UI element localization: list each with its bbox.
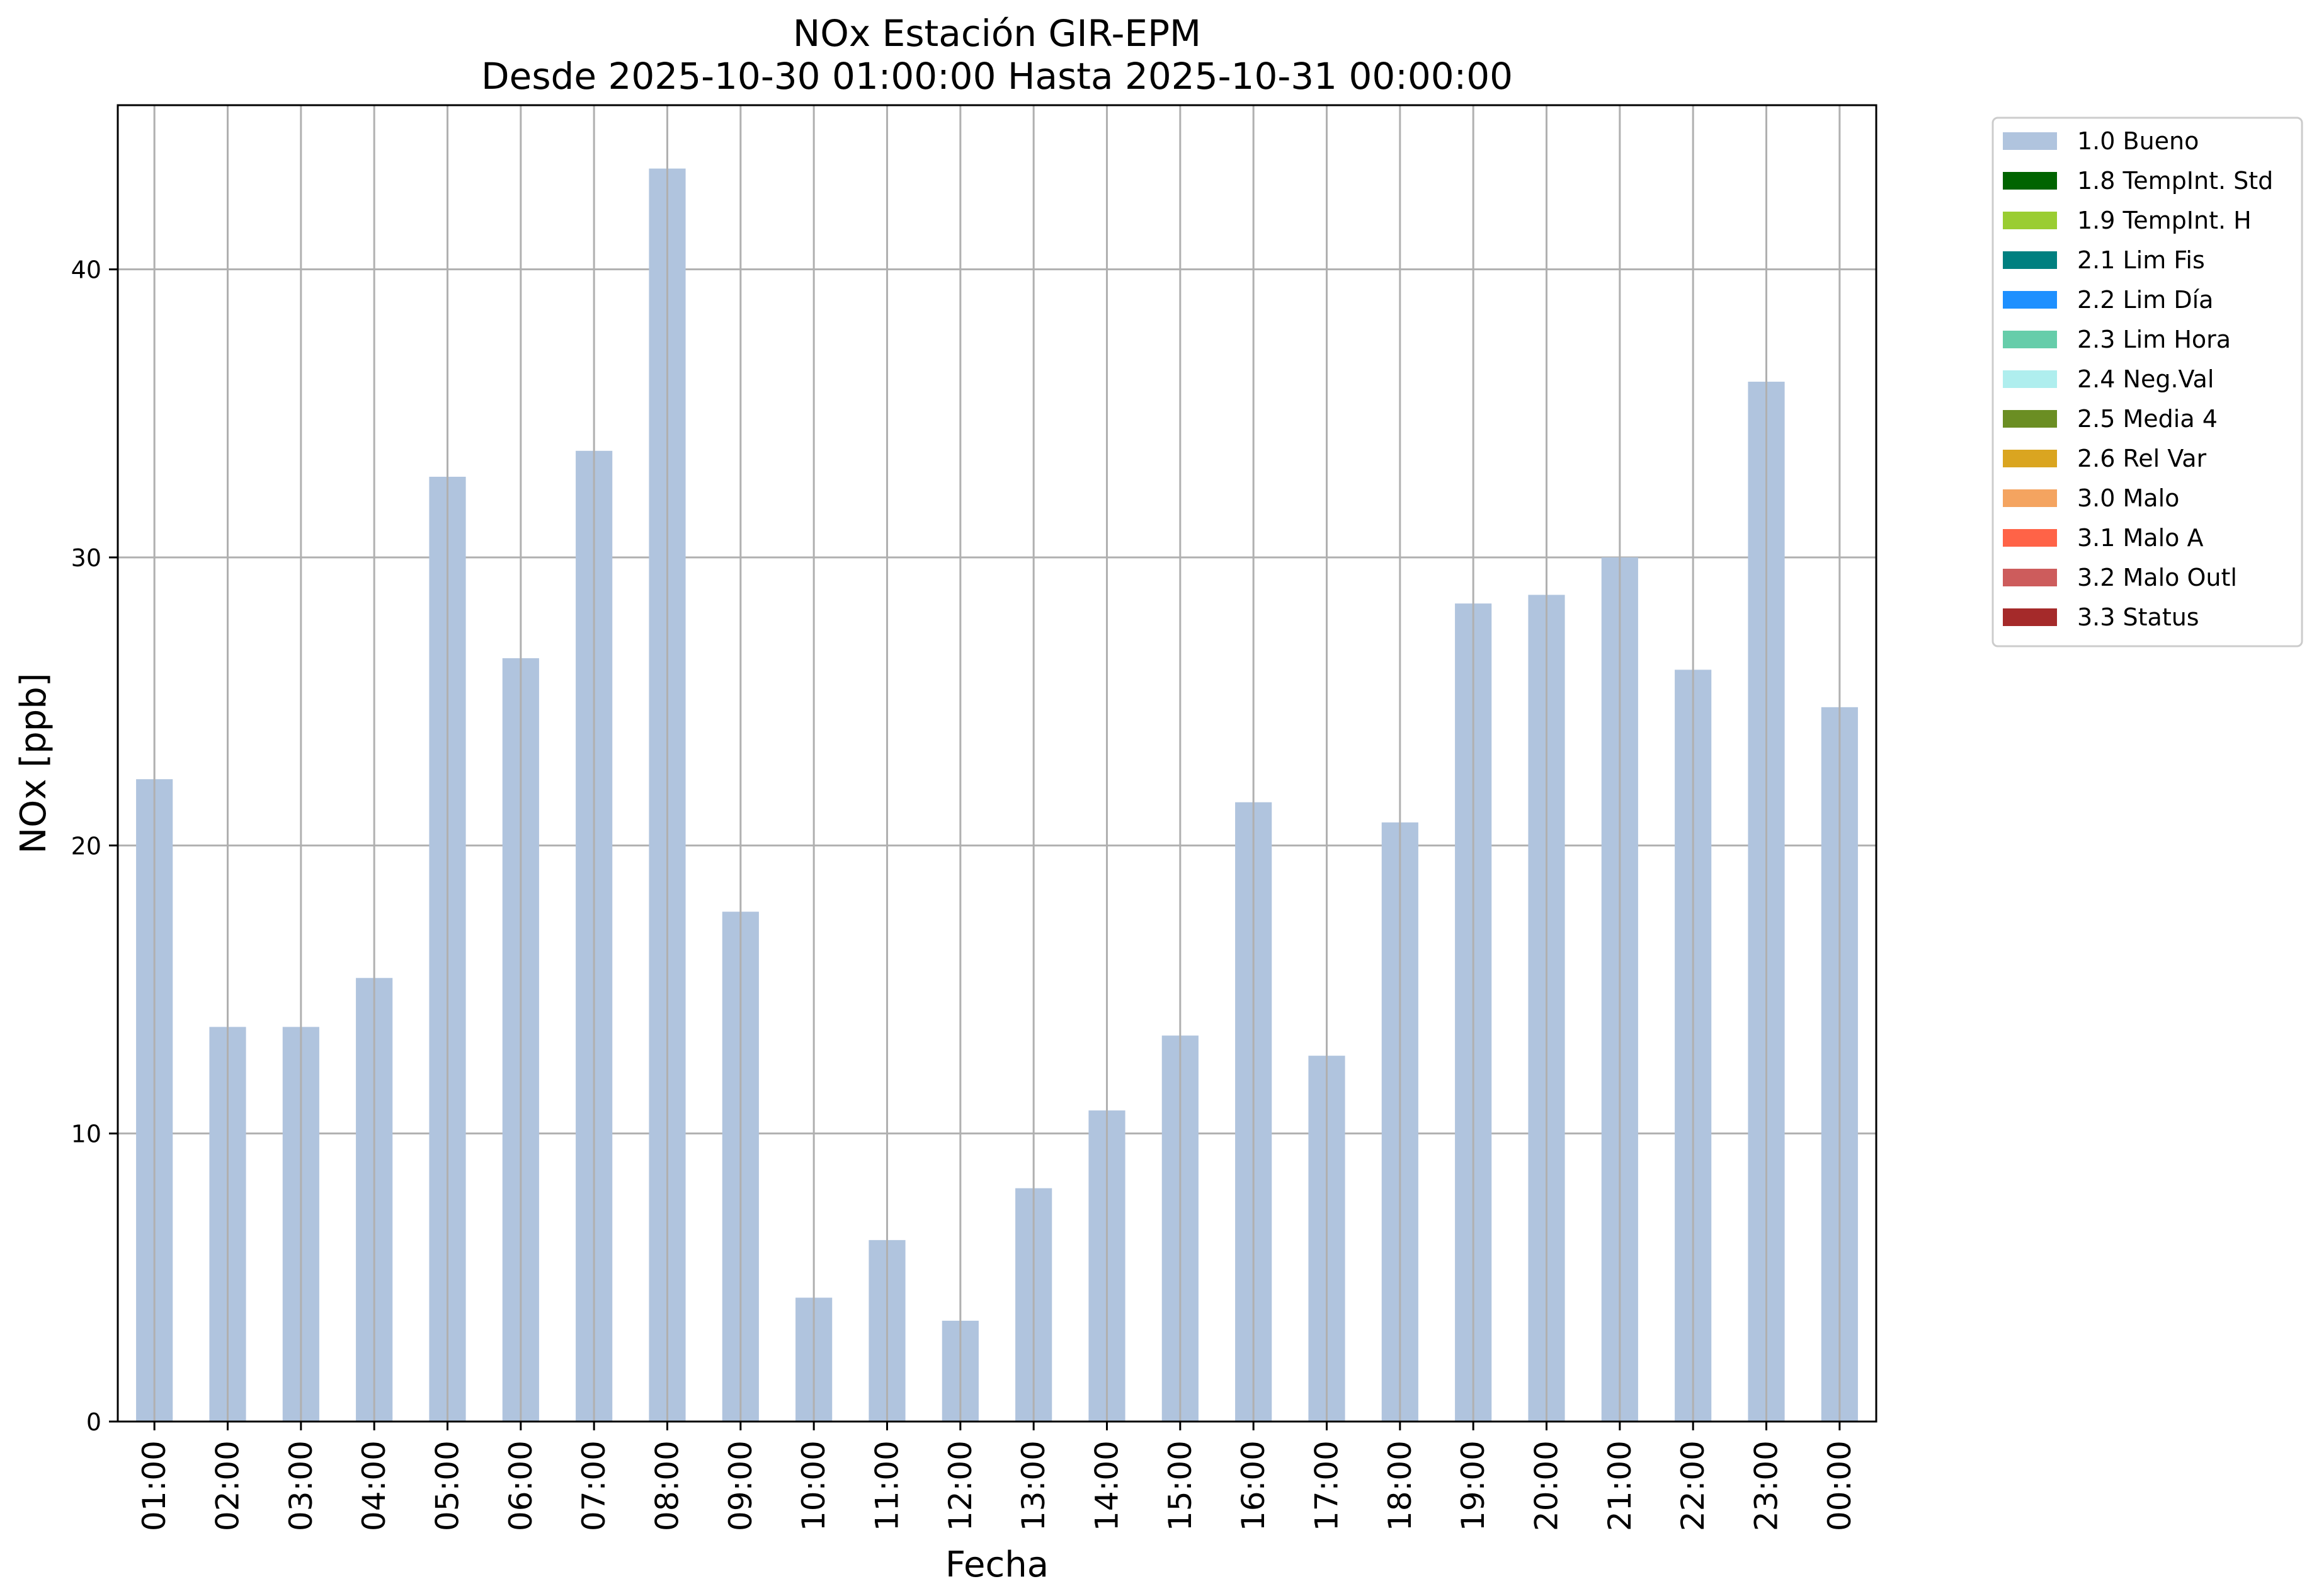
- axis-layer: 0 10 20 30 40 01:00 02:00 03:00 04:00 05:00 06:00 0…: [71, 256, 1858, 1531]
- x-tick-label: 23:00: [1748, 1440, 1785, 1531]
- legend-label: 3.2 Malo Outl: [2077, 564, 2237, 591]
- x-tick-label: 18:00: [1382, 1440, 1418, 1531]
- legend-label: 2.6 Rel Var: [2077, 445, 2207, 472]
- legend-label: 1.0 Bueno: [2077, 127, 2199, 155]
- chart-subtitle: Desde 2025-10-30 01:00:00 Hasta 2025-10-…: [481, 55, 1513, 98]
- legend-label: 3.1 Malo A: [2077, 524, 2203, 552]
- x-tick-label: 07:00: [576, 1440, 612, 1531]
- x-axis-label: Fecha: [945, 1544, 1049, 1585]
- legend-label: 1.8 TempInt. Std: [2077, 167, 2273, 195]
- x-tick-label: 17:00: [1309, 1440, 1345, 1531]
- x-tick-label: 13:00: [1015, 1440, 1052, 1531]
- legend-label: 1.9 TempInt. H: [2077, 207, 2252, 234]
- legend-swatch: [2003, 569, 2057, 586]
- y-tick-label: 40: [71, 256, 101, 284]
- x-tick-label: 19:00: [1455, 1440, 1491, 1531]
- legend-swatch: [2003, 529, 2057, 547]
- legend-label: 2.2 Lim Día: [2077, 286, 2213, 314]
- legend-label: 2.5 Media 4: [2077, 405, 2218, 433]
- x-tick-label: 16:00: [1235, 1440, 1272, 1531]
- y-tick-label: 30: [71, 544, 101, 572]
- legend-swatch: [2003, 172, 2057, 190]
- vertical-grid-layer: [153, 105, 1841, 1422]
- plot-frame: [117, 104, 1877, 1423]
- legend-swatch: [2003, 410, 2057, 428]
- legend-swatch: [2003, 370, 2057, 388]
- grid-layer: [118, 268, 1876, 1135]
- legend-swatch: [2003, 291, 2057, 309]
- legend-swatch: [2003, 450, 2057, 467]
- x-tick-label: 20:00: [1529, 1440, 1565, 1531]
- x-tick-label: 14:00: [1089, 1440, 1125, 1531]
- x-tick-label: 21:00: [1602, 1440, 1638, 1531]
- legend-swatch: [2003, 132, 2057, 150]
- legend-box: [1991, 117, 2303, 647]
- x-tick-label: 12:00: [942, 1440, 979, 1531]
- legend-swatch: [2003, 489, 2057, 507]
- legend-label: 2.4 Neg.Val: [2077, 365, 2214, 393]
- x-tick-label: 22:00: [1675, 1440, 1711, 1531]
- chart-title: NOx Estación GIR-EPM: [793, 12, 1201, 55]
- y-axis-label: NOx [ppb]: [13, 673, 54, 853]
- legend-swatch: [2003, 212, 2057, 229]
- bar-layer: [136, 168, 1858, 1422]
- x-tick-label: 15:00: [1162, 1440, 1199, 1531]
- legend-label: 2.1 Lim Fis: [2077, 246, 2205, 274]
- x-tick-label: 09:00: [722, 1440, 759, 1531]
- x-tick-label: 11:00: [869, 1440, 906, 1531]
- x-tick-label: 02:00: [210, 1440, 246, 1531]
- legend-swatch: [2003, 251, 2057, 269]
- x-tick-label: 08:00: [649, 1440, 686, 1531]
- legend-label: 3.3 Status: [2077, 603, 2199, 631]
- legend-label: 3.0 Malo: [2077, 484, 2179, 512]
- y-tick-label: 0: [86, 1408, 101, 1436]
- x-tick-label: 00:00: [1821, 1440, 1858, 1531]
- y-tick-label: 10: [71, 1120, 101, 1148]
- y-tick-label: 20: [71, 832, 101, 860]
- x-tick-label: 10:00: [795, 1440, 832, 1531]
- legend-label: 2.3 Lim Hora: [2077, 326, 2231, 353]
- x-tick-label: 04:00: [356, 1440, 392, 1531]
- legend-swatch: [2003, 608, 2057, 626]
- x-tick-label: 05:00: [430, 1440, 466, 1531]
- legend-swatch: [2003, 331, 2057, 348]
- legend: 1.0 Bueno 1.8 TempInt. Std 1.9 TempInt. H 2…: [1991, 117, 2303, 647]
- x-tick-label: 06:00: [503, 1440, 539, 1531]
- x-tick-label: 03:00: [283, 1440, 319, 1531]
- x-tick-label: 01:00: [136, 1440, 173, 1531]
